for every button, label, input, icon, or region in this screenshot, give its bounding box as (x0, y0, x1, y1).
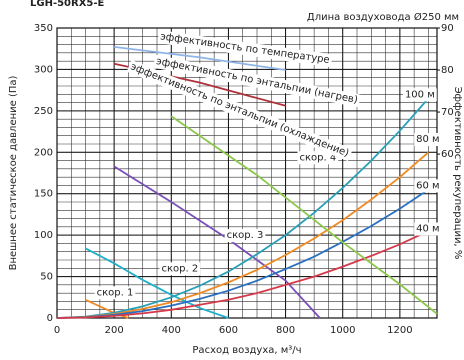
annotation: скор. 4 (299, 152, 336, 163)
x-tick-label: 0 (54, 325, 60, 336)
y-tick-label: 350 (34, 23, 53, 34)
y-tick-label: 250 (34, 106, 53, 117)
annotation: 60 м (416, 180, 439, 191)
annotation-box (402, 88, 437, 102)
annotation-box (414, 133, 442, 147)
y-tick-label: 0 (47, 313, 53, 324)
y-tick-label: 150 (34, 189, 53, 200)
annotation-box (297, 151, 339, 165)
annotation: скор. 1 (97, 287, 134, 298)
series-line (56, 188, 429, 319)
annotation: скор. 2 (161, 263, 198, 274)
y2-axis-label: Эффективность рекуперации, % (452, 87, 463, 260)
y-axis-label: Внешнее статическое давление (Па) (8, 75, 19, 270)
annotation-box (126, 59, 353, 162)
x-tick-label: 200 (105, 325, 124, 336)
y2-tick-label: 70 (441, 107, 454, 118)
annotation-box (224, 229, 266, 243)
x-tick-label: 600 (219, 325, 238, 336)
annotation-box (159, 262, 201, 276)
series-line (85, 247, 229, 319)
y-tick-label: 50 (40, 272, 53, 283)
annotation: 80 м (416, 134, 439, 145)
annotation-box (153, 54, 361, 108)
y2-tick-label: 90 (441, 23, 454, 34)
series-line (56, 97, 430, 319)
annotation: скор. 3 (227, 230, 264, 241)
x-tick-label: 1200 (387, 325, 412, 336)
y-tick-label: 100 (34, 230, 53, 241)
series-line (56, 151, 429, 319)
annotation: 40 м (416, 224, 439, 235)
chart-subtitle: Длина воздуховода Ø250 мм (307, 11, 459, 23)
annotation-box (414, 179, 442, 193)
y2-tick-label: 80 (441, 65, 454, 76)
y-tick-label: 300 (34, 64, 53, 75)
series-line (170, 115, 438, 315)
series-line (113, 46, 286, 71)
y-tick-label: 200 (34, 147, 53, 158)
y2-tick-label: 60 (441, 149, 454, 160)
x-tick-label: 400 (162, 325, 181, 336)
plot-frame (56, 27, 438, 319)
annotation: 100 м (405, 89, 435, 100)
chart-title: LGH-50RX5-E (30, 0, 105, 9)
series-line (56, 230, 429, 319)
x-tick-label: 800 (276, 325, 295, 336)
x-axis-label: Расход воздуха, м³/ч (192, 345, 301, 356)
x-tick-label: 1000 (330, 325, 355, 336)
annotation-box (157, 30, 333, 68)
annotation-box (414, 222, 442, 236)
annotation-box (94, 286, 136, 300)
